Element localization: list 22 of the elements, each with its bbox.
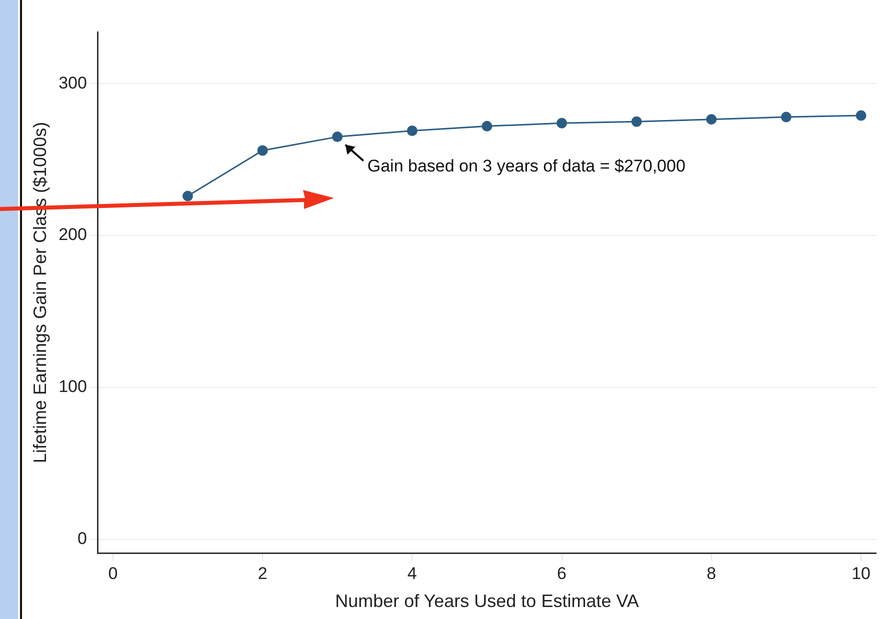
x-tick-label: 4 xyxy=(407,564,417,583)
point xyxy=(631,116,642,127)
y-tick-label: 0 xyxy=(77,529,87,548)
y-tick-label: 200 xyxy=(58,225,87,244)
annotation: Gain based on 3 years of data = $270,000 xyxy=(367,156,686,176)
x-tick-label: 6 xyxy=(557,564,567,583)
x-tick-label: 2 xyxy=(258,564,268,583)
x-tick-label: 0 xyxy=(108,564,118,583)
point xyxy=(482,120,492,132)
point xyxy=(257,145,268,156)
point xyxy=(332,132,343,142)
point xyxy=(406,125,418,136)
y-tick-label: 100 xyxy=(58,377,87,396)
x-axis-title: Number of Years Used to Estimate VA xyxy=(335,591,639,612)
point xyxy=(556,118,568,128)
x-tick-label: 10 xyxy=(852,564,870,583)
point xyxy=(856,110,866,121)
x-tick-label: 8 xyxy=(706,564,716,583)
point xyxy=(706,114,717,125)
y-tick-label: 300 xyxy=(58,73,87,92)
point xyxy=(182,190,193,202)
point xyxy=(780,112,792,122)
